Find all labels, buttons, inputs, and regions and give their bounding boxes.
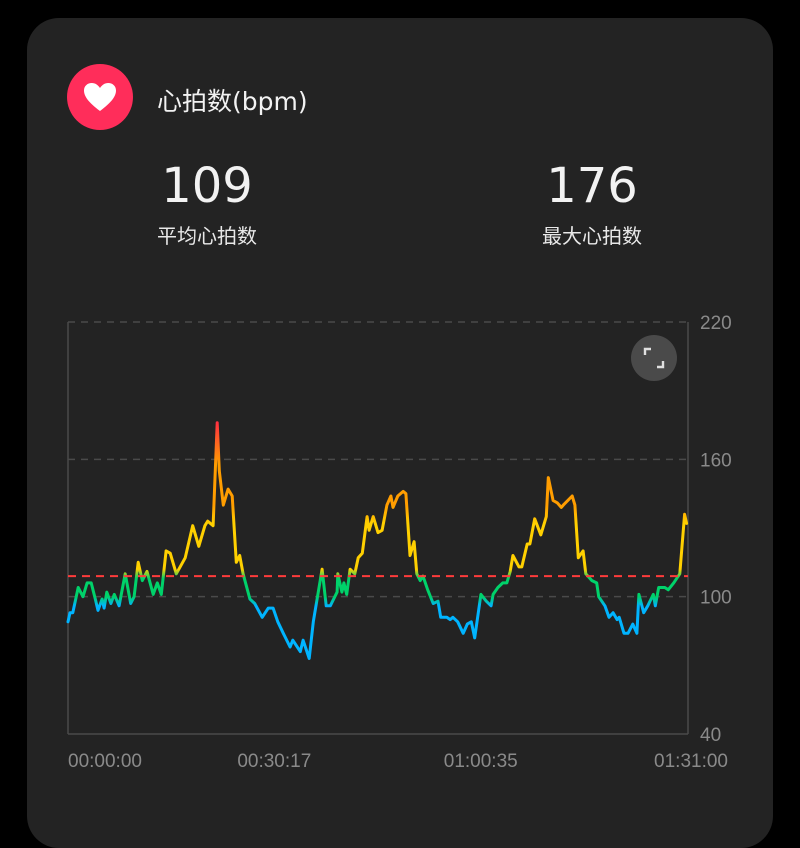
x-tick-label: 01:00:35 (444, 751, 518, 772)
stat-label: 最大心拍数 (542, 224, 642, 248)
stat-value: 176 (546, 158, 638, 214)
fullscreen-button[interactable] (631, 335, 677, 381)
heart-rate-chart: 220 160 100 40 00:00:00 00:30:17 01:00:35 01:31… (66, 313, 732, 772)
average-heart-rate: 109 平均心拍数 (87, 158, 327, 249)
chart-title: 心拍数(bpm) (157, 87, 308, 116)
heart-rate-line (66, 421, 689, 660)
x-tick-label: 01:31:00 (654, 751, 728, 772)
x-tick-label: 00:30:17 (237, 751, 311, 772)
y-tick-label: 100 (700, 588, 732, 609)
y-tick-label: 220 (700, 313, 732, 334)
heart-icon (84, 83, 116, 111)
y-tick-label: 40 (700, 725, 721, 746)
heart-rate-card (27, 18, 773, 848)
x-tick-label: 00:00:00 (68, 751, 142, 772)
expand-icon (643, 347, 665, 369)
stat-value: 109 (161, 158, 253, 214)
y-tick-label: 160 (700, 450, 732, 471)
stat-label: 平均心拍数 (157, 224, 257, 248)
max-heart-rate: 176 最大心拍数 (472, 158, 712, 249)
heart-badge (67, 64, 133, 130)
